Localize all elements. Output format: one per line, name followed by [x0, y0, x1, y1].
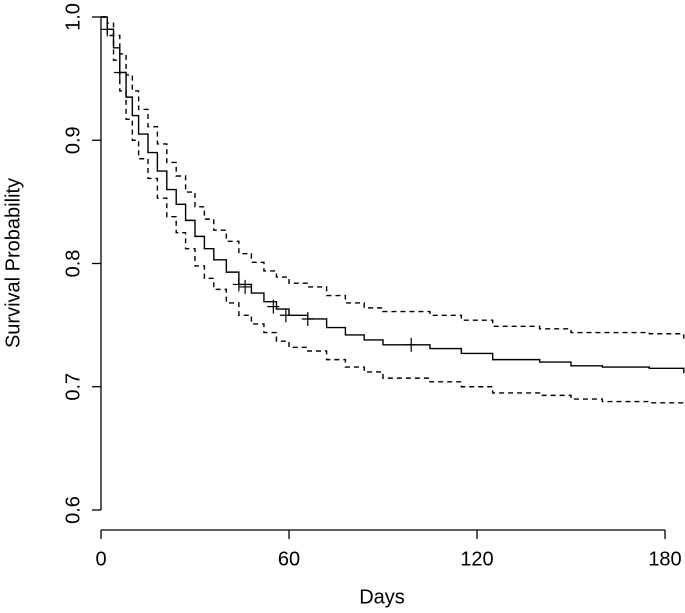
x-tick-label: 0	[95, 548, 106, 570]
x-axis-label: Days	[359, 586, 405, 608]
censor-mark	[279, 308, 292, 323]
x-tick-label: 60	[278, 548, 300, 570]
y-tick-label: 0.7	[62, 373, 84, 401]
survival-curve	[101, 16, 685, 374]
x-tick-label: 180	[648, 548, 681, 570]
x-tick-label: 120	[460, 548, 493, 570]
censor-mark	[113, 65, 126, 80]
y-tick-label: 0.9	[62, 126, 84, 154]
confidence-band	[101, 16, 685, 406]
y-tick-label: 0.6	[62, 496, 84, 524]
y-tick-label: 1.0	[62, 3, 84, 31]
y-tick-label: 0.8	[62, 250, 84, 278]
censor-mark	[405, 337, 418, 352]
censor-mark	[301, 311, 314, 326]
confidence-band	[101, 16, 685, 339]
y-axis-label: Survival Probability	[2, 178, 24, 348]
censor-mark	[101, 22, 114, 37]
censor-mark	[267, 299, 280, 314]
censor-mark	[239, 279, 252, 294]
censor-mark	[232, 277, 245, 292]
